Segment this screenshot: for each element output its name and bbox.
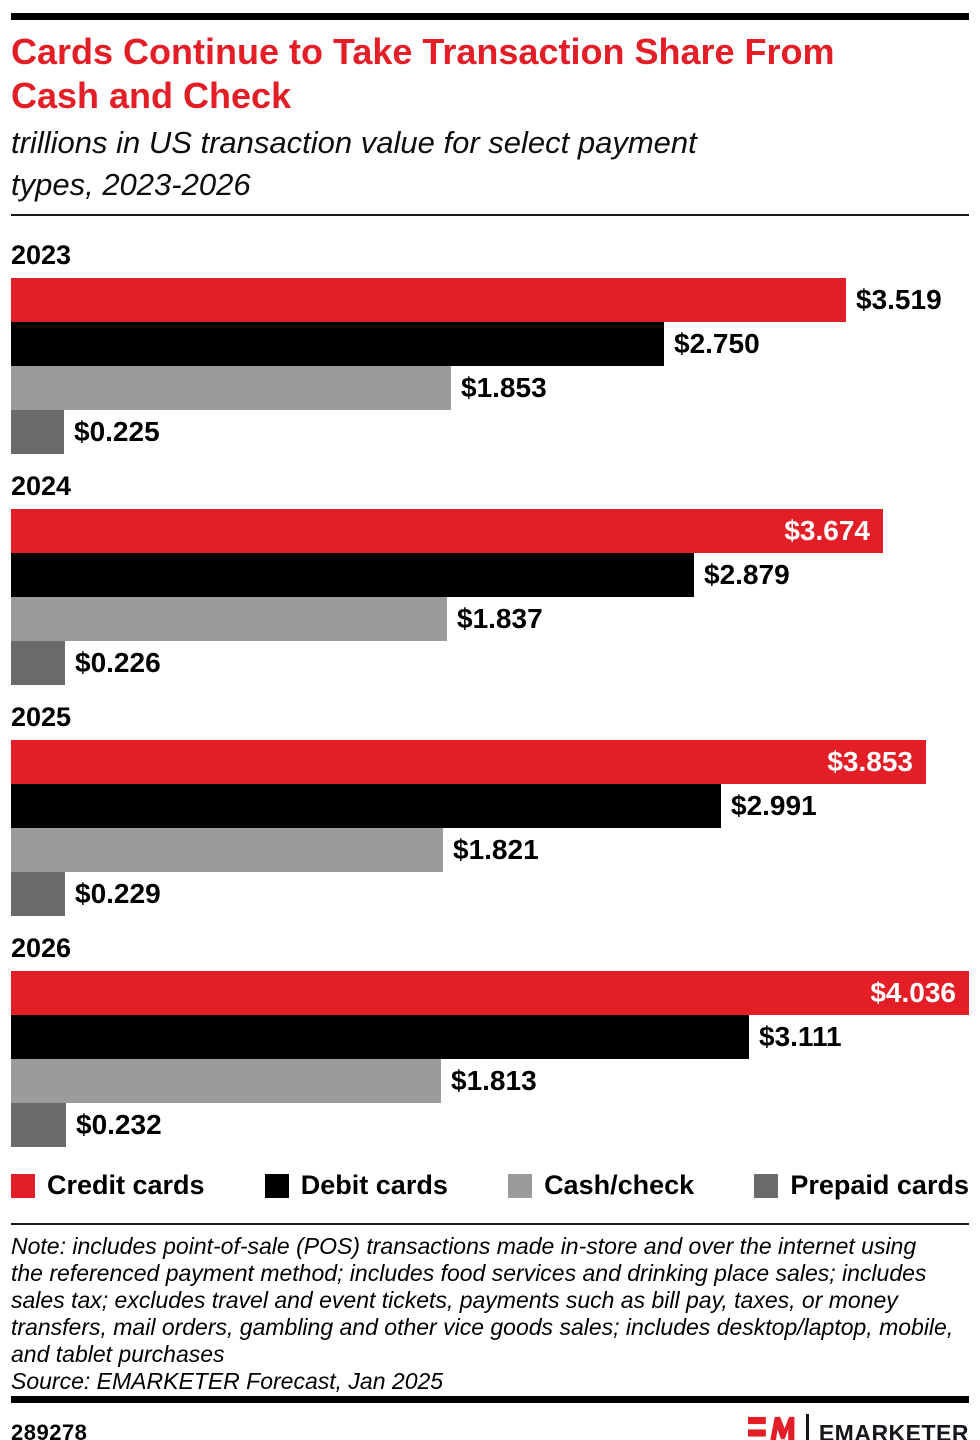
- value-label: $0.225: [74, 416, 160, 447]
- footer-divider: [11, 1396, 969, 1403]
- bar-row-credit-cards-2025: $3.853: [11, 740, 969, 784]
- note-line: and tablet purchases: [11, 1341, 225, 1367]
- legend-label: Prepaid cards: [790, 1170, 969, 1200]
- bar-row-prepaid-cards-2023: $0.225: [11, 410, 969, 454]
- value-label: $0.226: [75, 647, 161, 678]
- note-line: transfers, mail orders, gambling and oth…: [11, 1314, 954, 1340]
- note-line: the referenced payment method; includes …: [11, 1260, 927, 1286]
- value-label: $2.879: [704, 559, 790, 590]
- year-label: 2023: [11, 240, 72, 270]
- bar-prepaid-cards: [11, 872, 65, 916]
- bar-credit-cards: $3.674: [11, 509, 883, 553]
- brand-name: EMARKETER: [818, 1419, 969, 1440]
- footer-bar: 289278 EMARKETER: [11, 1413, 969, 1440]
- value-label: $1.821: [453, 834, 539, 865]
- bar-debit-cards: [11, 322, 664, 366]
- source-line: Source: EMARKETER Forecast, Jan 2025: [11, 1368, 444, 1394]
- subtitle-line-2: types, 2023-2026: [11, 167, 251, 202]
- legend-item-cash-check: Cash/check: [508, 1170, 694, 1201]
- bar-row-debit-cards-2024: $2.879: [11, 553, 969, 597]
- value-label: $2.750: [674, 328, 760, 359]
- bar-chart-area: 2023 $3.519 $2.750 $1.853 $0.225 2024 $3.674 $2…: [11, 240, 969, 1147]
- legend-item-credit-cards: Credit cards: [11, 1170, 205, 1201]
- legend-label: Debit cards: [300, 1170, 448, 1200]
- year-group-2024: 2024 $3.674 $2.879 $1.837 $0.226: [11, 471, 969, 685]
- legend-label: Cash/check: [544, 1170, 695, 1200]
- legend-swatch-prepaid-cards: [754, 1173, 779, 1198]
- bar-debit-cards: [11, 1015, 749, 1059]
- bar-debit-cards: [11, 553, 694, 597]
- legend-label: Credit cards: [47, 1170, 205, 1200]
- value-label: $3.519: [856, 284, 942, 315]
- bar-row-debit-cards-2023: $2.750: [11, 322, 969, 366]
- top-divider: [11, 13, 969, 20]
- emarketer-logo-icon: [747, 1416, 795, 1440]
- footnote: Note: includes point-of-sale (POS) trans…: [11, 1233, 969, 1395]
- year-label: 2025: [11, 702, 72, 732]
- note-line: Note: includes point-of-sale (POS) trans…: [11, 1233, 917, 1259]
- legend-item-prepaid-cards: Prepaid cards: [754, 1170, 969, 1201]
- legend-item-debit-cards: Debit cards: [264, 1170, 448, 1201]
- bar-credit-cards: $3.853: [11, 740, 926, 784]
- value-label: $3.111: [759, 1021, 842, 1052]
- bar-cash-check: [11, 366, 451, 410]
- bar-credit-cards: $4.036: [11, 971, 969, 1015]
- bar-prepaid-cards: [11, 1103, 66, 1147]
- value-label: $0.232: [76, 1109, 162, 1140]
- bar-row-prepaid-cards-2026: $0.232: [11, 1103, 969, 1147]
- brand-lockup: EMARKETER: [747, 1413, 969, 1440]
- value-label: $1.837: [457, 603, 543, 634]
- title-line-2: Cash and Check: [11, 75, 292, 116]
- legend-divider: [11, 1223, 969, 1225]
- bar-prepaid-cards: [11, 641, 65, 685]
- year-group-2026: 2026 $4.036 $3.111 $1.813 $0.232: [11, 933, 969, 1147]
- bar-cash-check: [11, 828, 443, 872]
- value-label: $3.853: [827, 746, 913, 777]
- bar-row-debit-cards-2026: $3.111: [11, 1015, 969, 1059]
- bar-cash-check: [11, 597, 447, 641]
- legend-swatch-cash-check: [508, 1173, 533, 1198]
- year-group-2023: 2023 $3.519 $2.750 $1.853 $0.225: [11, 240, 969, 454]
- bar-row-cash-check-2023: $1.853: [11, 366, 969, 410]
- title-line-1: Cards Continue to Take Transaction Share…: [11, 31, 835, 72]
- logo-divider: [805, 1414, 809, 1440]
- bar-row-prepaid-cards-2024: $0.226: [11, 641, 969, 685]
- bar-row-debit-cards-2025: $2.991: [11, 784, 969, 828]
- value-label: $1.813: [451, 1065, 537, 1096]
- subtitle-line-1: trillions in US transaction value for se…: [11, 125, 697, 160]
- bar-row-credit-cards-2024: $3.674: [11, 509, 969, 553]
- year-group-2025: 2025 $3.853 $2.991 $1.821 $0.229: [11, 702, 969, 916]
- value-label: $4.036: [870, 977, 956, 1008]
- bar-cash-check: [11, 1059, 441, 1103]
- value-label: $0.229: [75, 878, 161, 909]
- value-label: $1.853: [461, 372, 547, 403]
- value-label: $3.674: [784, 515, 870, 546]
- page-title: Cards Continue to Take Transaction Share…: [11, 30, 969, 118]
- bar-prepaid-cards: [11, 410, 64, 454]
- chart-legend: Credit cards Debit cards Cash/check Prep…: [11, 1170, 969, 1201]
- bar-row-credit-cards-2026: $4.036: [11, 971, 969, 1015]
- year-label: 2024: [11, 471, 72, 501]
- bar-row-cash-check-2025: $1.821: [11, 828, 969, 872]
- year-label: 2026: [11, 933, 72, 963]
- legend-swatch-debit-cards: [264, 1173, 289, 1198]
- bar-credit-cards: [11, 278, 846, 322]
- chart-subtitle: trillions in US transaction value for se…: [11, 122, 969, 206]
- legend-swatch-credit-cards: [11, 1173, 35, 1198]
- bar-row-cash-check-2026: $1.813: [11, 1059, 969, 1103]
- value-label: $2.991: [731, 790, 817, 821]
- header-divider: [11, 214, 969, 216]
- bar-debit-cards: [11, 784, 721, 828]
- bar-row-cash-check-2024: $1.837: [11, 597, 969, 641]
- chart-id: 289278: [11, 1420, 88, 1440]
- note-line: sales tax; excludes travel and event tic…: [11, 1287, 898, 1313]
- bar-row-credit-cards-2023: $3.519: [11, 278, 969, 322]
- bar-row-prepaid-cards-2025: $0.229: [11, 872, 969, 916]
